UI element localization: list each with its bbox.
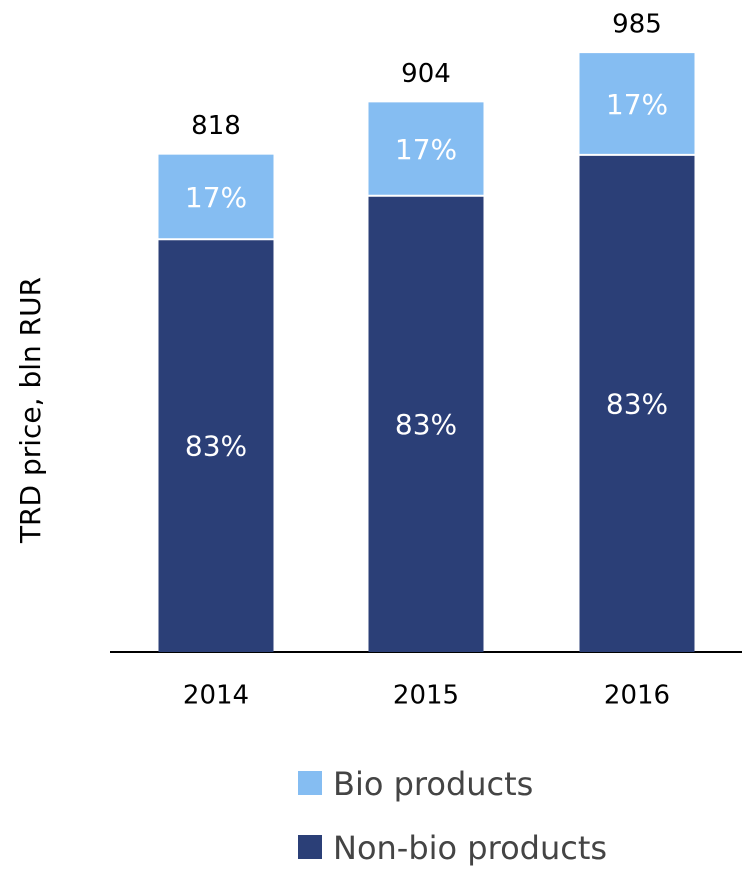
value-label: 17% [185, 181, 247, 214]
value-label: 17% [606, 88, 668, 121]
bar-segment [368, 102, 484, 196]
value-label: 83% [606, 387, 668, 420]
total-label: 818 [191, 111, 241, 141]
y-axis-label: TRD price, bln RUR [14, 277, 47, 544]
bar-segment [158, 239, 274, 653]
bar-segment [368, 195, 484, 653]
total-label: 985 [612, 10, 662, 40]
x-tick-label: 2014 [183, 681, 249, 711]
value-label: 17% [395, 133, 457, 166]
legend-swatch [298, 835, 322, 859]
total-label: 904 [401, 59, 451, 89]
value-label: 83% [395, 408, 457, 441]
bar-segment [579, 53, 695, 155]
x-tick-label: 2016 [604, 681, 670, 711]
legend-label: Bio products [333, 765, 533, 803]
legend-swatch [298, 771, 322, 795]
value-label: 83% [185, 430, 247, 463]
x-tick-label: 2015 [393, 681, 459, 711]
bar-segment [158, 154, 274, 240]
bar-segment [579, 154, 695, 652]
legend-label: Non-bio products [333, 829, 607, 867]
